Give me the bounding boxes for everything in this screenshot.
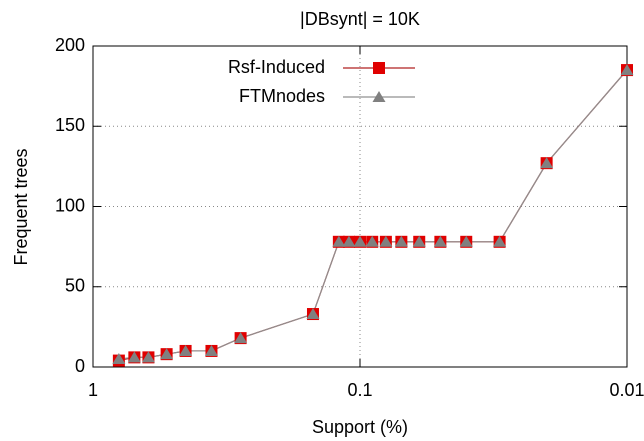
chart-title: |DBsynt| = 10K <box>300 9 420 29</box>
data-point <box>493 235 507 247</box>
data-point <box>459 235 473 247</box>
data-point <box>141 351 155 363</box>
y-tick-label: 200 <box>55 35 85 55</box>
series-line <box>118 69 628 360</box>
data-point <box>112 352 126 364</box>
data-point <box>365 235 379 247</box>
data-point <box>620 64 634 76</box>
x-tick-label: 0.01 <box>609 380 644 400</box>
data-point <box>332 235 346 247</box>
data-point <box>127 351 141 363</box>
legend-marker <box>373 62 385 74</box>
data-point <box>204 344 218 356</box>
x-tick-label: 0.1 <box>347 380 372 400</box>
legend-marker <box>372 91 386 102</box>
data-point <box>234 332 248 344</box>
data-point <box>353 235 367 247</box>
series-line <box>118 69 628 362</box>
data-point <box>394 235 408 247</box>
data-point <box>179 344 193 356</box>
data-point <box>433 235 447 247</box>
data-point <box>379 235 393 247</box>
x-tick-label: 1 <box>88 380 98 400</box>
y-axis-label: Frequent trees <box>11 148 31 265</box>
legend-label: Rsf-Induced <box>228 57 325 77</box>
data-point <box>412 235 426 247</box>
plot-frame <box>92 45 628 368</box>
y-tick-label: 0 <box>75 356 85 376</box>
x-axis-label: Support (%) <box>312 417 408 437</box>
y-tick-label: 100 <box>55 195 85 215</box>
y-tick-label: 150 <box>55 115 85 135</box>
data-point <box>540 157 554 169</box>
data-point <box>306 308 320 320</box>
y-tick-label: 50 <box>65 276 85 296</box>
data-point <box>342 235 356 247</box>
data-point <box>160 348 174 360</box>
legend-label: FTMnodes <box>239 86 325 106</box>
